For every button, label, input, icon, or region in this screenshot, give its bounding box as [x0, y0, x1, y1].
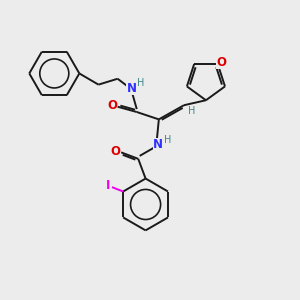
Text: O: O — [111, 145, 121, 158]
Text: N: N — [127, 82, 136, 95]
Text: H: H — [164, 135, 171, 145]
Text: I: I — [106, 178, 110, 191]
Text: H: H — [188, 106, 195, 116]
Text: O: O — [107, 99, 117, 112]
Text: N: N — [153, 138, 163, 151]
Text: O: O — [216, 56, 226, 69]
Text: H: H — [137, 78, 144, 88]
